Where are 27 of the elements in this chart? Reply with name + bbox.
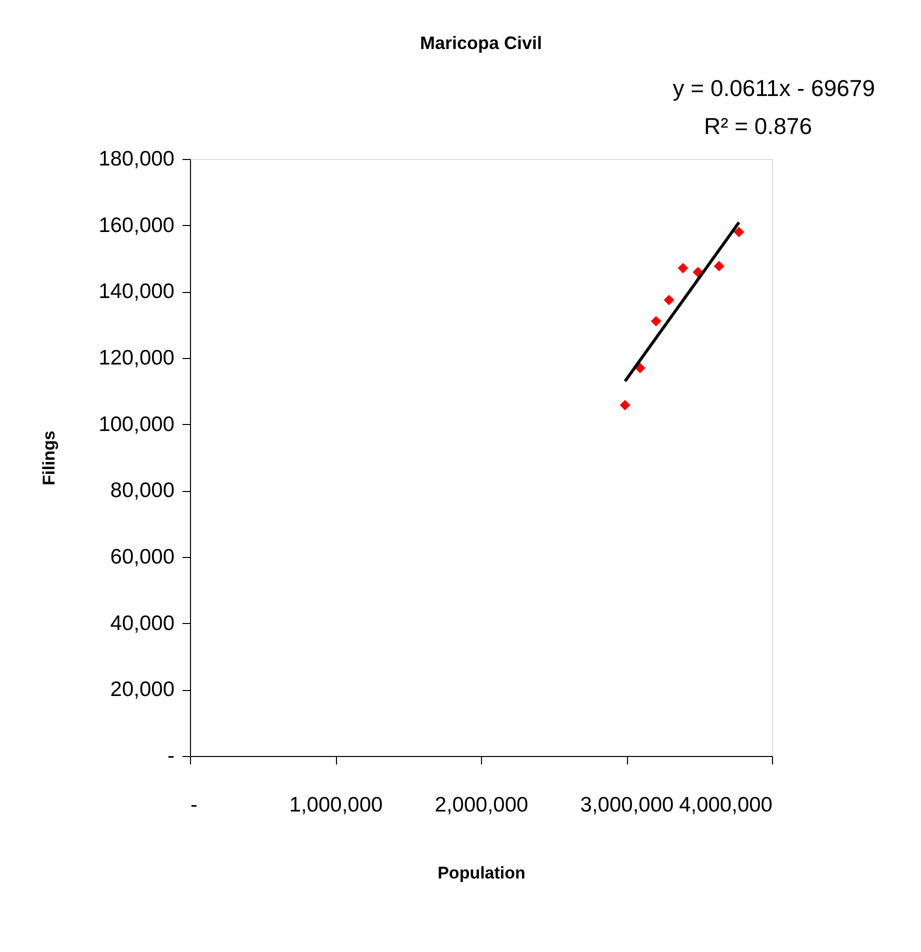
y-tick-label: 40,000 (110, 612, 174, 635)
x-tick-label: 2,000,000 (434, 794, 528, 816)
y-tick-label: 180,000 (98, 148, 174, 170)
point (634, 362, 646, 374)
y-tick-label: 120,000 (98, 346, 174, 370)
x-tick-label: - (190, 794, 198, 816)
y-tick-label: 160,000 (98, 214, 174, 237)
y-tick-label: 60,000 (110, 546, 174, 568)
point (678, 262, 688, 274)
text: R² = 0.876 (704, 113, 812, 139)
y-tick-label: 100,000 (98, 412, 174, 436)
x-tick-label: 1,000,000 (289, 794, 383, 816)
y-tick-label: 140,000 (98, 280, 174, 304)
y-tick-label: 20,000 (110, 678, 174, 702)
point (664, 294, 674, 306)
x-tick-label: 3,000,000 (580, 794, 674, 816)
y-axis-title: Filings (40, 430, 59, 486)
y-tick-label: 80,000 (110, 479, 174, 502)
chart-title: Maricopa Civil (420, 33, 542, 53)
point (620, 400, 630, 410)
text: y = 0.0611x - 69679 (672, 75, 875, 101)
x-axis-title: Population (438, 864, 526, 882)
x-tick-label: 4,000,000 (679, 794, 772, 816)
y-tick-label: - (168, 744, 174, 768)
point (650, 316, 662, 326)
point (734, 226, 744, 238)
point (714, 260, 724, 272)
